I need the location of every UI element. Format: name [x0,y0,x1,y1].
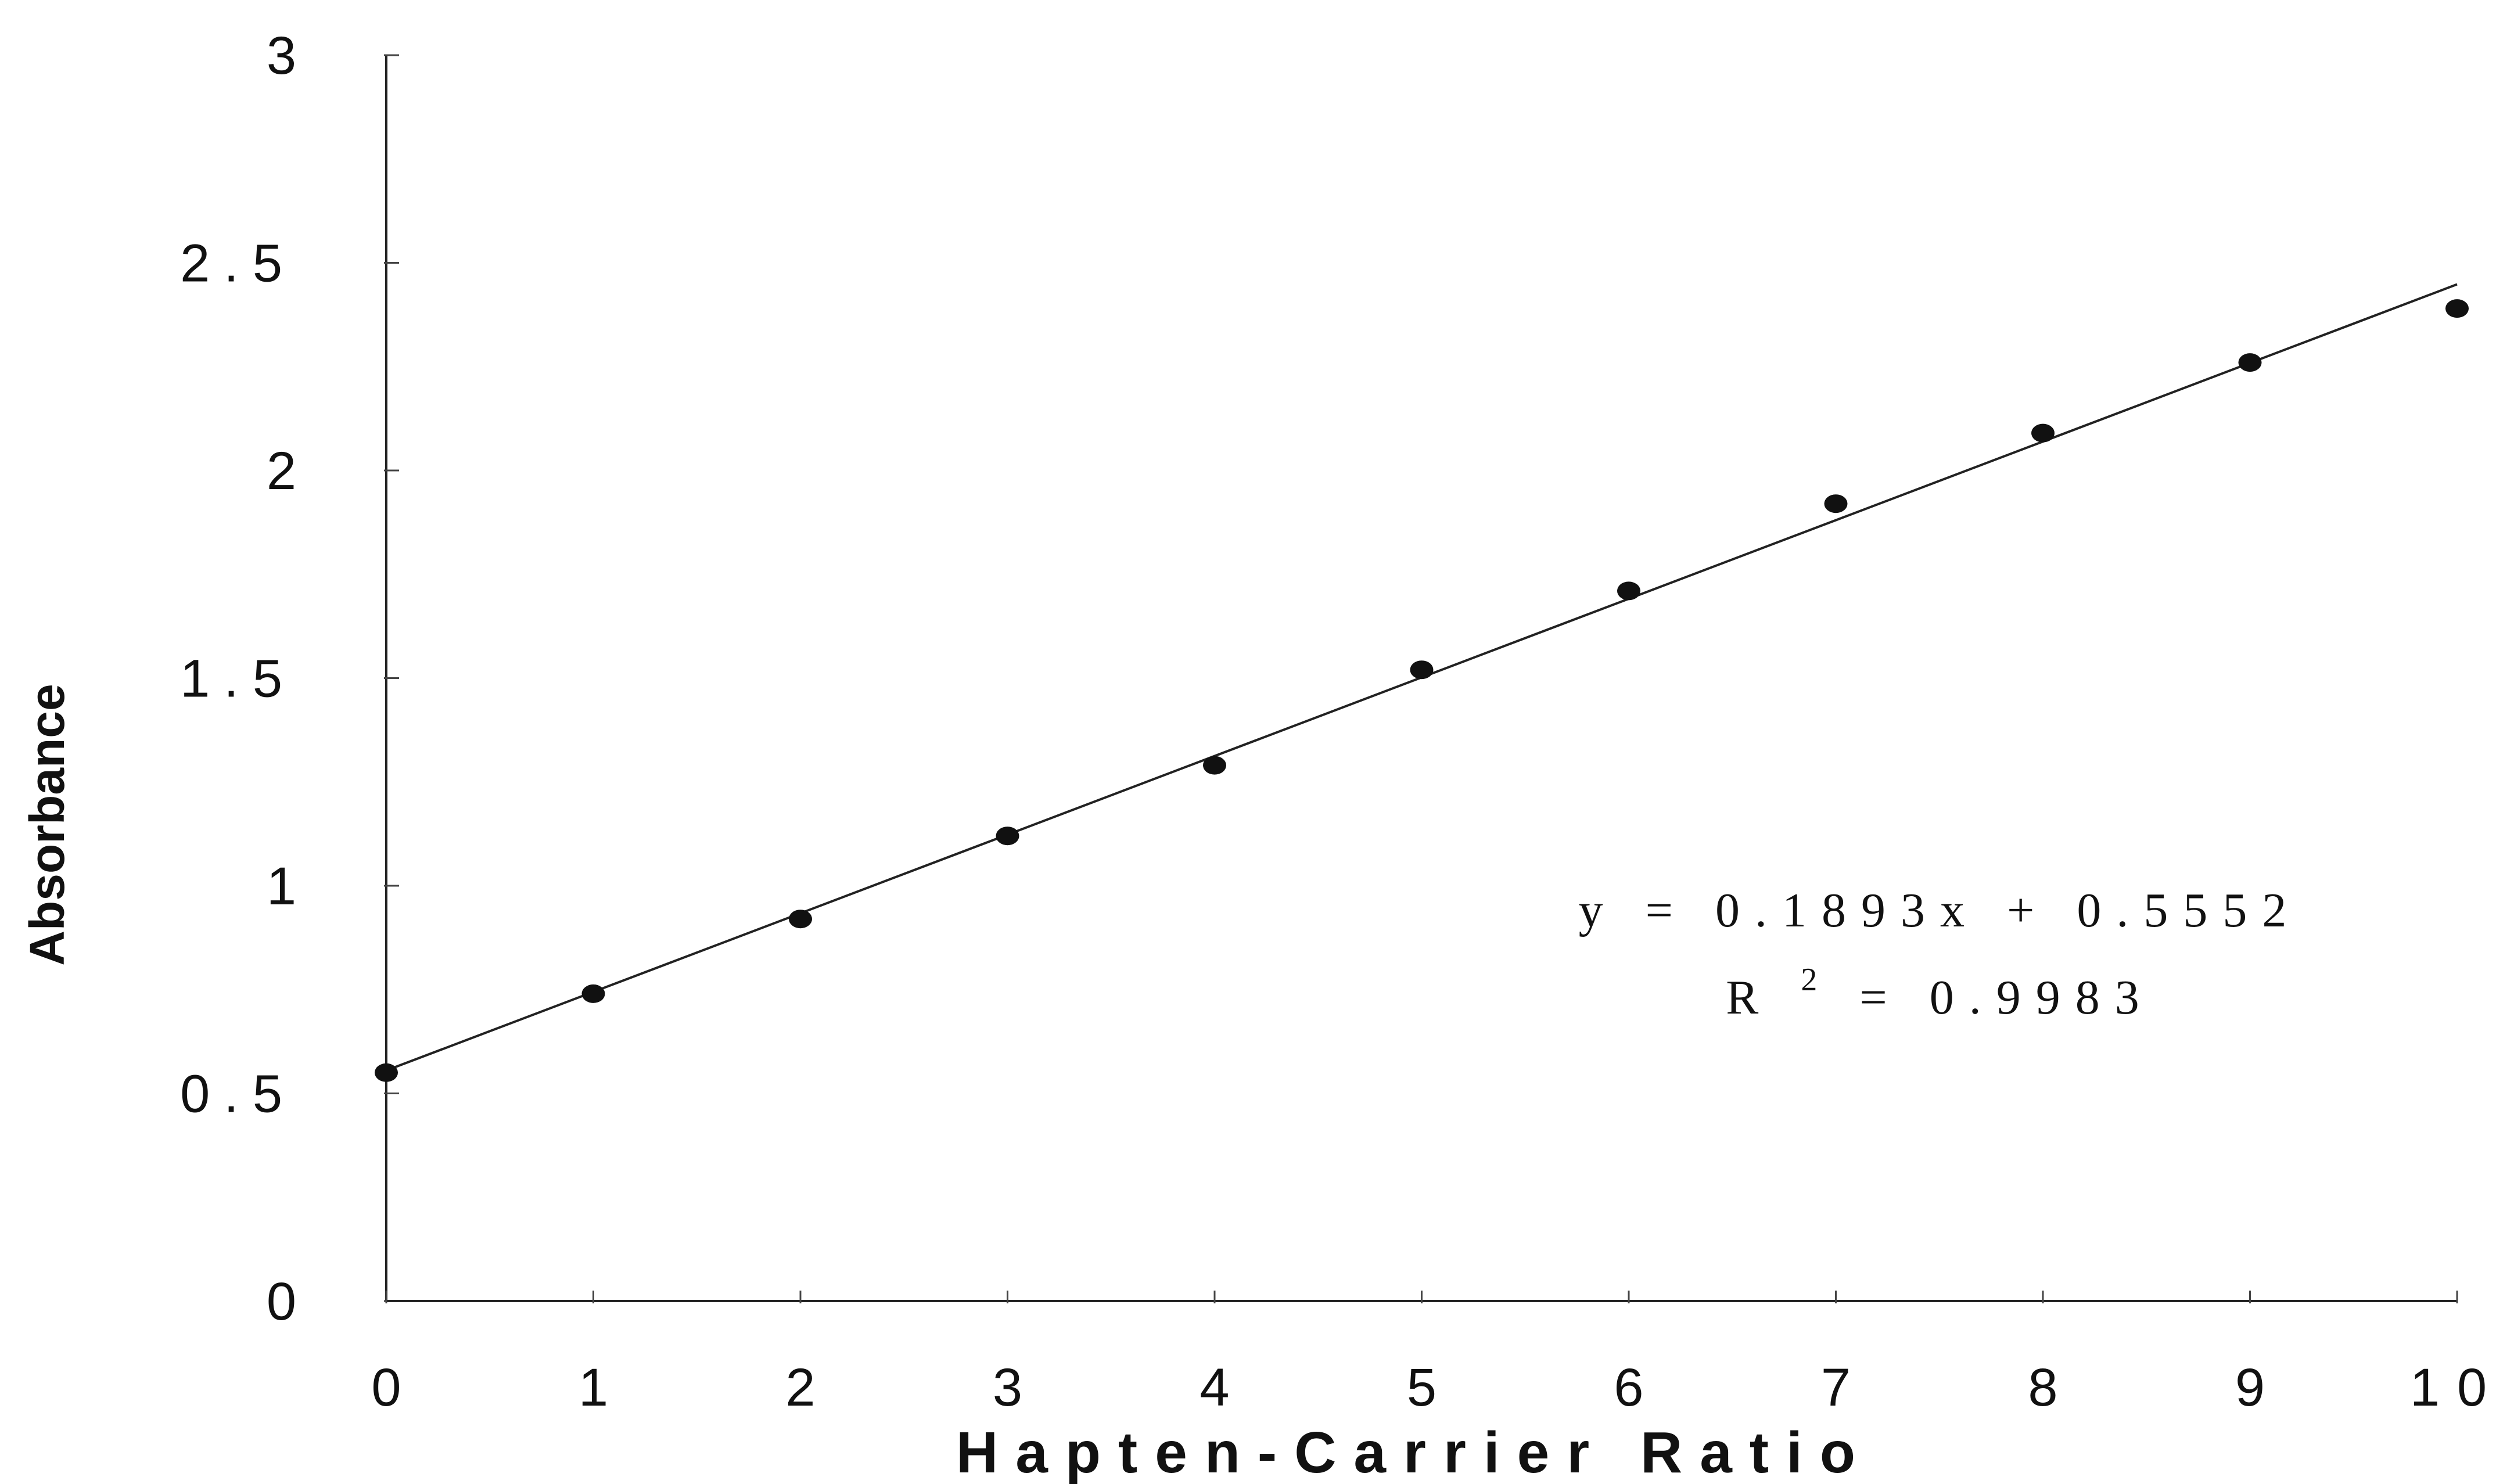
y-tick-label: 2 [267,441,296,501]
data-point [1617,581,1640,601]
data-point [375,1063,398,1082]
r-squared-value: = 0.9983 [1859,971,2154,1025]
trendline-equation: y = 0.1893x + 0.5552 [1579,883,2302,937]
data-point [1203,756,1226,775]
r-squared-exponent: 2 [1801,962,1832,998]
x-tick-label: 9 [2235,1358,2265,1417]
data-point [581,984,605,1003]
x-tick-label: 5 [1407,1358,1436,1417]
y-tick-label: 0 [267,1272,296,1331]
x-tick-label: 0 [371,1358,401,1417]
data-point [996,827,1019,846]
r-squared-label: R 2 = 0.9983 [1726,947,2154,1025]
x-axis: 0 1 2 3 4 5 6 7 8 9 10 [371,1291,2496,1417]
x-tick-label: 6 [1614,1358,1643,1417]
y-axis-title: Absorbance [20,684,74,965]
data-point [2031,423,2055,443]
x-tick-label: 7 [1821,1358,1851,1417]
y-tick-label: 2.5 [180,234,296,293]
data-point [789,910,812,929]
y-tick-label: 1 [267,857,296,916]
x-tick-label: 3 [993,1358,1022,1417]
data-point [1410,660,1434,680]
data-point [1824,494,1848,513]
y-tick-label: 0.5 [180,1065,296,1124]
y-tick-label: 3 [267,26,296,85]
data-point [2445,299,2469,318]
data-points [375,299,2469,1082]
x-tick-label: 2 [785,1358,815,1417]
y-tick-label: 1.5 [180,649,296,709]
r-squared-symbol: R [1726,971,1773,1025]
x-tick-label: 8 [2028,1358,2057,1417]
data-point [2238,353,2262,372]
x-tick-label: 4 [1199,1358,1229,1417]
x-tick-label: 1 [579,1358,608,1417]
y-axis: 0 0.5 1 1.5 2 2.5 3 [180,26,399,1331]
x-axis-title: Hapten-Carrier Ratio [956,1420,1873,1484]
x-tick-label: 10 [2410,1358,2496,1417]
